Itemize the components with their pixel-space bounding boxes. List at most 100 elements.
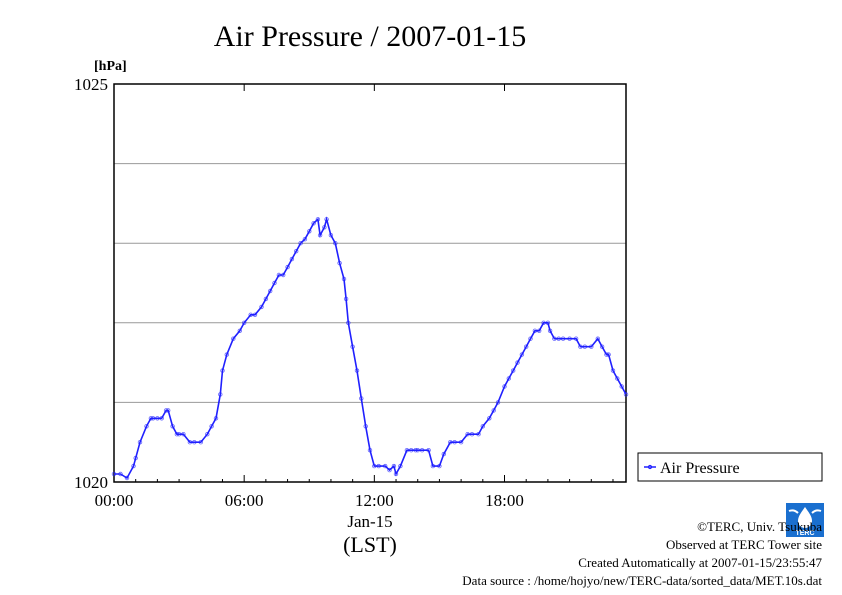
data-point (511, 368, 516, 373)
data-point (615, 376, 620, 381)
data-point (237, 328, 242, 333)
x-tick-label-3: 18:00 (485, 491, 524, 510)
data-point (343, 296, 349, 302)
data-point (220, 368, 225, 373)
data-point (354, 368, 360, 373)
data-point (545, 320, 551, 325)
y-axis-unit: [hPa] (94, 59, 127, 74)
data-point (415, 448, 420, 453)
data-point (547, 328, 553, 333)
data-point (556, 336, 561, 341)
x-tick-label-2: 12:00 (355, 491, 394, 510)
axis-ticks (113, 83, 614, 483)
data-point (324, 217, 329, 222)
data-point (281, 272, 286, 278)
data-point (192, 440, 197, 445)
data-point (311, 221, 316, 226)
data-point (359, 396, 364, 401)
data-point (465, 432, 470, 437)
credits-block: ©TERC, Univ. Tsukuba Observed at TERC To… (462, 518, 822, 590)
data-point (363, 424, 368, 429)
data-point (404, 448, 410, 453)
data-point (623, 392, 629, 397)
data-point (205, 432, 210, 437)
data-point (131, 463, 136, 469)
data-point (144, 424, 149, 429)
data-point (259, 304, 264, 310)
data-point (491, 408, 496, 413)
gridlines (114, 163, 626, 403)
data-point (413, 448, 418, 453)
data-point (231, 336, 236, 341)
data-point (159, 416, 164, 421)
data-point (268, 288, 273, 294)
data-point (165, 408, 171, 413)
series-line-0 (114, 216, 627, 480)
legend-box (637, 452, 823, 482)
data-point (393, 471, 399, 477)
data-point (289, 256, 295, 262)
data-point (552, 336, 557, 341)
data-point (133, 455, 138, 461)
data-point (263, 296, 269, 302)
data-point (317, 232, 323, 238)
data-point (524, 344, 529, 349)
data-point (328, 232, 334, 238)
data-point (537, 328, 542, 333)
data-point (163, 408, 169, 413)
data-point (367, 448, 373, 453)
data-point (476, 432, 481, 437)
data-point (376, 463, 381, 469)
data-point (124, 475, 130, 481)
data-point (272, 280, 277, 286)
data-point (307, 229, 312, 234)
data-point (582, 344, 587, 349)
data-point (515, 360, 520, 365)
data-point (285, 264, 290, 270)
data-point (519, 352, 525, 357)
data-point (187, 440, 193, 445)
data-point (322, 225, 327, 230)
data-point (315, 217, 321, 222)
data-point (346, 320, 351, 325)
legend-label: Air Pressure (660, 460, 740, 477)
data-point (276, 272, 282, 278)
data-point (487, 416, 492, 421)
data-point (528, 336, 533, 341)
data-point (248, 312, 253, 317)
data-point (391, 463, 397, 469)
data-point (383, 463, 388, 469)
data-point (619, 384, 624, 389)
data-point (426, 448, 431, 453)
x-tick-label-1: 06:00 (225, 491, 264, 510)
y-tick-label-top: 1025 (74, 75, 108, 94)
data-point (502, 384, 507, 389)
data-point (333, 240, 338, 246)
data-point (452, 440, 457, 445)
data-point (170, 424, 175, 429)
observed-text: Observed at TERC Tower site (665, 537, 822, 552)
data-point (610, 368, 616, 373)
terc-logo: TERC (786, 503, 824, 537)
x-axis-label: (LST) (343, 532, 397, 557)
data-point (560, 336, 566, 341)
data-point (532, 328, 538, 333)
x-tick-labels: 00:00 06:00 12:00 18:00 (95, 491, 524, 510)
data-point (241, 320, 247, 325)
data-point (387, 467, 392, 473)
data-point (213, 416, 219, 421)
data-point (480, 424, 485, 429)
y-tick-label-bottom: 1020 (74, 473, 108, 492)
data-point (148, 416, 154, 421)
data-point (137, 440, 143, 445)
data-point (218, 392, 223, 397)
data-point (341, 276, 347, 282)
date-label: Jan-15 (347, 512, 392, 531)
data-point (181, 432, 186, 437)
data-point (294, 248, 299, 254)
data-point (441, 451, 446, 457)
data-point (398, 463, 403, 469)
data-point (595, 336, 600, 341)
data-point (469, 432, 475, 437)
data-point (437, 463, 442, 469)
